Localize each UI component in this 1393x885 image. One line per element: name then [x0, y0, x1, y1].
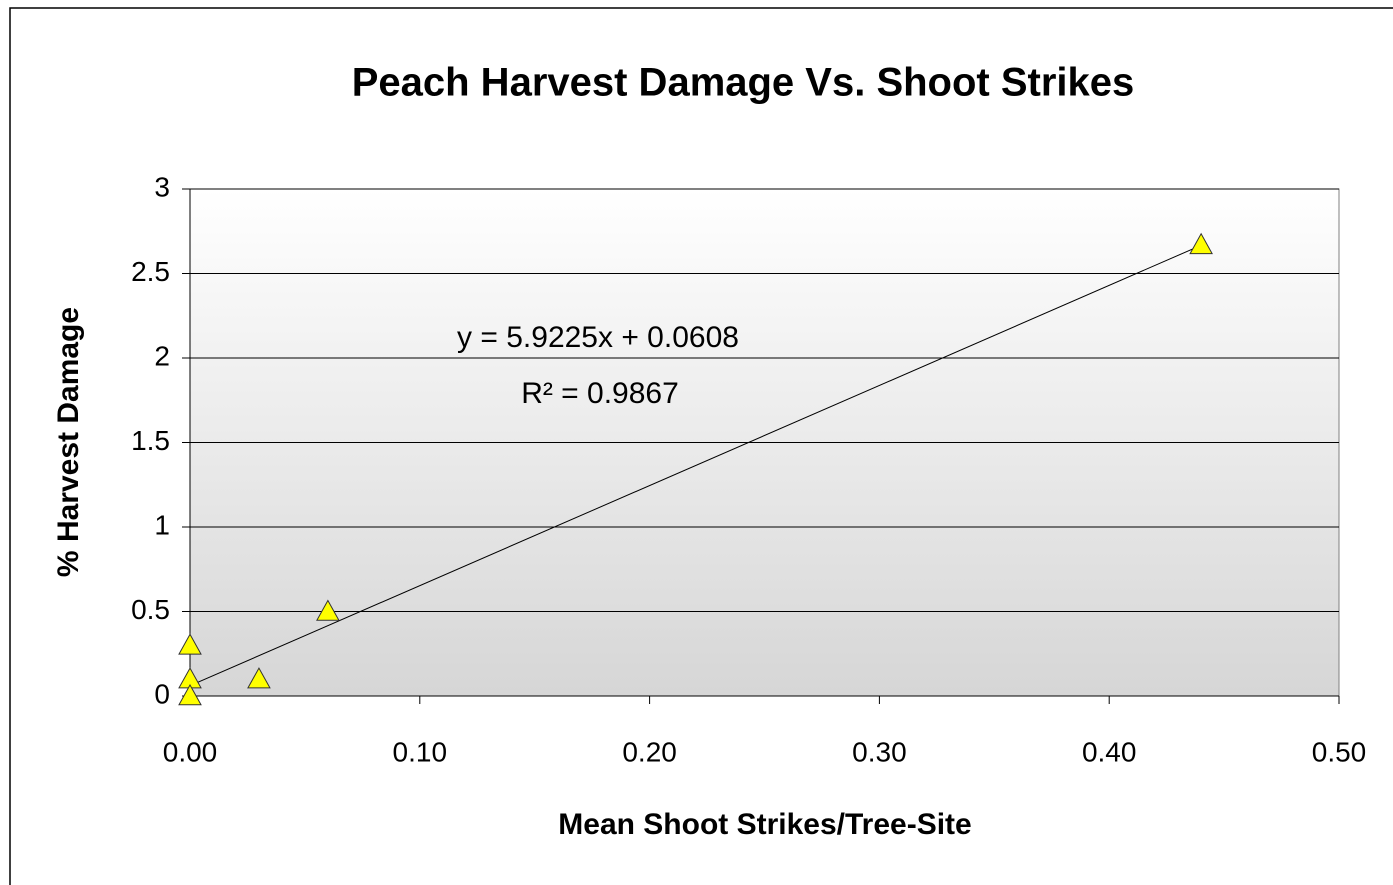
trendline-equation: y = 5.9225x + 0.0608 — [457, 321, 739, 354]
y-tick-label: 2.5 — [131, 256, 170, 287]
y-tick-label: 1.5 — [131, 425, 170, 456]
marker — [178, 683, 202, 706]
x-tick-label: 0.20 — [622, 736, 677, 767]
marker — [247, 667, 271, 689]
y-axis-title: % Harvest Damage — [52, 307, 85, 577]
y-tick-label: 1 — [154, 509, 170, 540]
x-axis-title: Mean Shoot Strikes/Tree-Site — [558, 808, 971, 841]
x-tick-label: 0.00 — [163, 736, 218, 767]
y-tick-label: 0 — [154, 678, 170, 709]
chart-border — [9, 7, 1393, 885]
y-tick-label: 0.5 — [131, 594, 170, 625]
y-tick-label: 3 — [154, 171, 170, 202]
x-tick-label: 0.10 — [393, 736, 448, 767]
x-tick-label: 0.40 — [1082, 736, 1137, 767]
marker — [1189, 232, 1213, 255]
y-tick-label: 2 — [154, 340, 170, 371]
chart-title: Peach Harvest Damage Vs. Shoot Strikes — [352, 61, 1135, 105]
marker — [316, 599, 340, 621]
trendline — [189, 244, 1202, 687]
x-tick-label: 0.50 — [1312, 736, 1367, 767]
marker — [178, 633, 202, 655]
trendline-r2: R² = 0.9867 — [521, 377, 679, 410]
x-tick-label: 0.30 — [852, 736, 907, 767]
